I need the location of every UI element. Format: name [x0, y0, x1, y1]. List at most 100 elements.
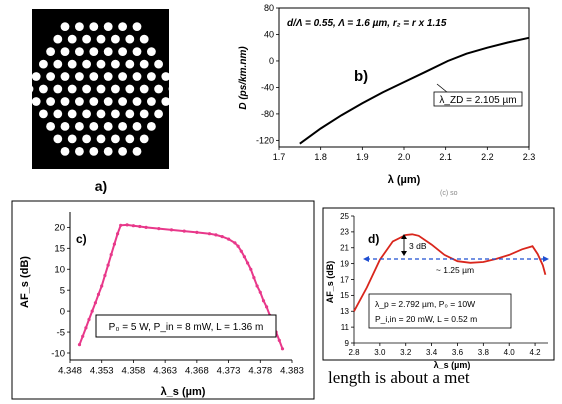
y-tick-label: 15 [54, 244, 65, 255]
data-point [112, 242, 116, 246]
air-hole [132, 72, 142, 81]
x-tick-label: 1.9 [356, 152, 369, 162]
plot-d-ylabel: AF_s (dB) [325, 261, 335, 304]
plot-c-ylabel: AF_s (dB) [19, 256, 31, 308]
air-hole [75, 147, 84, 156]
data-point [169, 228, 174, 232]
air-hole [139, 34, 149, 44]
plot-b-ticks: 1.7 1.8 1.9 2.0 2.1 2.2 2.3 80 40 0 -40 -80 -120 [256, 3, 535, 162]
cut-caption: (c) so [440, 190, 458, 197]
air-hole [60, 47, 70, 56]
y-tick-label: -80 [261, 109, 274, 119]
air-hole [39, 59, 48, 69]
x-tick-label: 3.8 [478, 348, 490, 357]
air-hole [103, 22, 113, 31]
air-hole [132, 22, 142, 31]
x-tick-label: 2.1 [439, 152, 452, 162]
air-holes [24, 22, 178, 156]
panel-a-label: a) [95, 178, 107, 194]
data-point [77, 343, 82, 347]
air-hole [103, 122, 113, 131]
air-hole [67, 34, 77, 44]
y-tick-label: 11 [341, 323, 350, 332]
x-tick-label: 3.4 [426, 348, 438, 357]
air-hole [60, 72, 70, 81]
air-hole [125, 59, 135, 69]
x-tick-label: 4.348 [58, 366, 82, 377]
x-tick-label: 3.6 [452, 348, 464, 357]
data-point [249, 267, 253, 271]
plot-d-params-box [368, 293, 512, 329]
y-tick-label: 80 [264, 3, 274, 13]
zd-box [433, 91, 523, 107]
data-point [109, 253, 113, 257]
data-point [207, 232, 212, 236]
air-hole [103, 147, 113, 156]
panel-c: 4.348 4.353 4.358 4.363 4.368 4.373 4.378 4.383… [11, 200, 315, 400]
plot-d-params-line1: λ_p = 2.792 µm, P₀ = 10W [375, 299, 475, 309]
y-tick-label: 10 [54, 265, 65, 276]
air-hole [31, 97, 41, 106]
data-point [106, 263, 110, 267]
x-tick-label: 2.8 [348, 348, 360, 357]
dispersion-curve [299, 36, 530, 145]
x-tick-label: 3.2 [400, 348, 412, 357]
air-hole [89, 122, 99, 131]
data-point [239, 249, 243, 253]
air-hole [46, 97, 55, 106]
air-hole [147, 72, 156, 81]
data-point [157, 227, 161, 231]
air-hole [53, 134, 63, 144]
y-tick-label: 0 [60, 306, 65, 317]
air-hole [53, 84, 63, 94]
air-hole [118, 47, 127, 56]
data-point [227, 237, 231, 241]
air-hole [60, 147, 70, 156]
ripple-label: 3 dB [409, 241, 427, 251]
air-hole [125, 34, 135, 44]
plot-c-xlabel: λ_s (µm) [161, 386, 206, 398]
data-point [242, 255, 246, 259]
air-hole [60, 97, 70, 106]
data-point [119, 223, 123, 227]
air-hole [125, 109, 135, 119]
x-tick-label: 2.0 [398, 152, 411, 162]
data-point [258, 290, 262, 294]
air-hole [96, 34, 106, 44]
data-point [131, 224, 135, 228]
x-tick-label: 4.0 [504, 348, 516, 357]
data-point [220, 235, 224, 239]
air-hole [89, 97, 99, 106]
air-hole [118, 122, 127, 131]
air-hole [125, 134, 135, 144]
air-hole [118, 22, 127, 31]
air-hole [31, 72, 41, 81]
x-tick-label: 1.8 [314, 152, 327, 162]
air-hole [132, 122, 142, 131]
gain-curve-d [353, 233, 547, 312]
air-hole [132, 147, 142, 156]
y-tick-label: 17 [340, 275, 349, 284]
plot-d-xlabel: λ_s (µm) [434, 360, 471, 370]
air-hole [139, 134, 149, 144]
air-hole [67, 109, 77, 119]
panel-d-label: d) [368, 232, 379, 246]
plot-b-ylabel: D (ps/km.nm) [238, 46, 249, 110]
x-tick-label: 4.368 [185, 366, 209, 377]
y-tick-label: 5 [60, 286, 65, 297]
air-hole [82, 109, 91, 119]
air-hole [118, 147, 127, 156]
data-point [265, 305, 269, 309]
air-hole [132, 97, 142, 106]
data-point [103, 273, 107, 278]
air-hole [39, 109, 48, 119]
air-hole [111, 109, 120, 119]
panel-b-label: b) [354, 68, 368, 85]
bandwidth-arrow-head-right [543, 256, 549, 262]
air-hole [96, 59, 106, 69]
y-tick-label: -120 [256, 136, 274, 146]
air-hole [67, 84, 77, 94]
y-tick-label: 21 [340, 244, 349, 253]
data-point [84, 326, 88, 330]
